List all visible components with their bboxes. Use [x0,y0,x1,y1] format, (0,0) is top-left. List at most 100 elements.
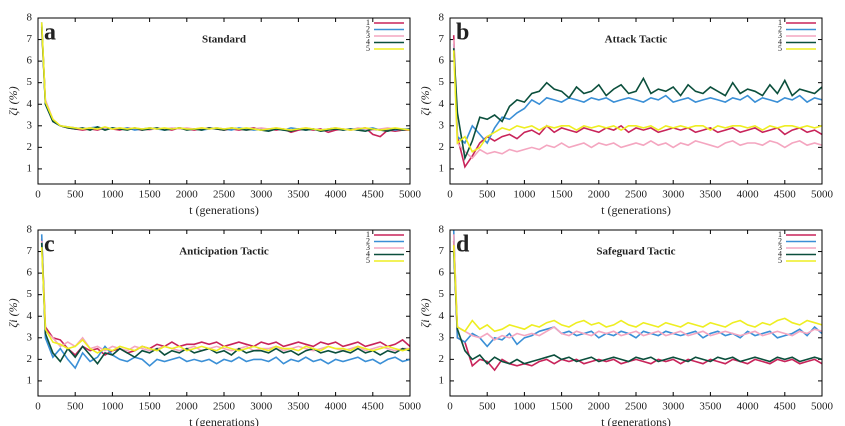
legend-label: 1 [366,18,370,27]
x-tick-label: 5000 [399,401,422,413]
x-tick-label: 1500 [139,401,162,413]
legend-label: 2 [366,236,370,245]
x-tick-label: 0 [35,189,41,201]
x-tick-label: 4500 [362,401,385,413]
legend-label: 2 [366,24,370,33]
legend-label: 1 [366,230,370,239]
y-tick-label: 7 [439,245,445,257]
y-tick-label: 5 [439,76,445,88]
legend-label: 5 [366,256,370,265]
y-tick-label: 3 [439,331,445,343]
x-tick-label: 5000 [399,189,422,201]
x-tick-label: 1500 [551,401,574,413]
chart-title: Standard [202,34,246,46]
x-tick-label: 3000 [662,401,685,413]
x-tick-label: 0 [447,189,453,201]
legend-label: 4 [778,249,782,258]
y-tick-label: 5 [439,288,445,300]
y-tick-label: 4 [27,98,33,110]
x-tick-label: 2500 [213,401,236,413]
legend-label: 5 [366,44,370,53]
chart-title: Safeguard Tactic [596,246,675,258]
panel-label: a [44,20,56,46]
plot-frame [37,229,411,397]
y-axis-label: ζi (%) [6,298,20,327]
x-tick-label: 4500 [774,189,797,201]
x-tick-label: 5000 [811,189,834,201]
y-tick-label: 2 [439,353,445,365]
x-tick-label: 3000 [250,401,273,413]
chart-title: Anticipation Tactic [179,246,269,258]
legend-label: 3 [778,31,782,40]
series-line [452,43,823,145]
panel-label: b [456,20,469,46]
x-tick-label: 3000 [250,189,273,201]
y-tick-label: 3 [27,331,33,343]
legend-label: 4 [366,249,370,258]
y-tick-label: 4 [439,310,445,322]
series-line [40,242,411,366]
y-tick-label: 4 [27,310,33,322]
x-tick-label: 1000 [101,401,124,413]
y-tick-label: 5 [27,76,33,88]
x-tick-label: 1500 [551,189,574,201]
plot-frame [449,17,823,185]
x-tick-label: 0 [35,401,41,413]
legend-label: 2 [778,24,782,33]
x-tick-label: 4000 [325,401,348,413]
x-tick-label: 2000 [588,189,611,201]
x-tick-label: 2500 [625,401,648,413]
y-tick-label: 4 [439,98,445,110]
y-tick-label: 7 [439,33,445,45]
series-line [452,234,823,341]
x-tick-label: 1000 [101,189,124,201]
x-tick-label: 500 [479,189,496,201]
y-tick-label: 5 [27,288,33,300]
series-line [452,39,823,160]
legend-label: 4 [366,37,370,46]
series-line [40,234,411,370]
x-axis-label: t (generations) [189,203,259,217]
x-tick-label: 4500 [362,189,385,201]
y-tick-label: 8 [27,12,33,24]
x-axis-label: t (generations) [601,415,671,426]
y-tick-label: 1 [439,162,445,174]
x-axis-label: t (generations) [189,415,259,426]
x-tick-label: 3500 [699,189,722,201]
plot-frame [449,229,823,397]
x-tick-label: 500 [67,401,84,413]
x-tick-label: 2500 [625,189,648,201]
y-tick-label: 1 [439,374,445,386]
legend-label: 5 [778,44,782,53]
y-tick-label: 7 [27,245,33,257]
panel-label: d [456,232,470,258]
y-tick-label: 6 [439,267,445,279]
x-tick-label: 4000 [325,189,348,201]
x-tick-label: 2000 [176,401,199,413]
series-line [40,247,411,354]
x-tick-label: 3500 [287,401,310,413]
y-tick-label: 7 [27,33,33,45]
x-tick-label: 3000 [662,189,685,201]
legend-label: 4 [778,37,782,46]
series-line [452,245,823,333]
legend-label: 3 [366,31,370,40]
x-tick-label: 2000 [176,189,199,201]
x-tick-label: 3500 [699,401,722,413]
legend-label: 3 [778,243,782,252]
y-tick-label: 2 [439,141,445,153]
y-tick-label: 6 [439,55,445,67]
x-tick-label: 5000 [811,401,834,413]
y-tick-label: 8 [439,224,445,236]
y-axis-label: ζi (%) [418,298,432,327]
x-tick-label: 500 [67,189,84,201]
y-tick-label: 2 [27,141,33,153]
legend-label: 3 [366,243,370,252]
chart-title: Attack Tactic [605,34,668,46]
series-line [452,50,823,153]
x-tick-label: 1500 [139,189,162,201]
x-axis-label: t (generations) [601,203,671,217]
y-tick-label: 3 [27,119,33,131]
